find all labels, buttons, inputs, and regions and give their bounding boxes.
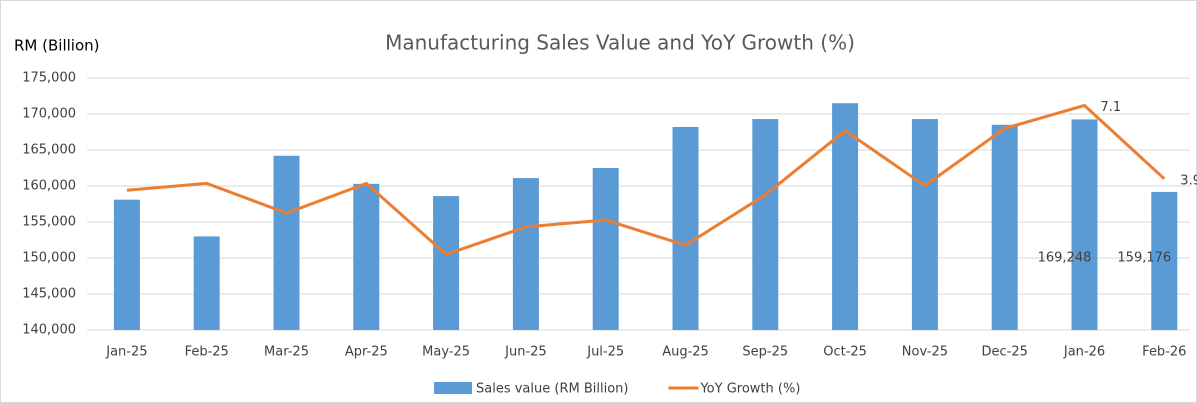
x-tick-label: Feb-26 bbox=[1142, 345, 1186, 360]
x-tick-label: May-25 bbox=[422, 345, 470, 360]
bar bbox=[113, 199, 140, 330]
bar bbox=[592, 168, 619, 330]
bar bbox=[273, 155, 300, 330]
y-tick-label: 145,000 bbox=[22, 287, 76, 302]
y-tick-label: 165,000 bbox=[22, 143, 76, 158]
x-tick-label: Aug-25 bbox=[662, 345, 709, 360]
bar bbox=[1151, 191, 1178, 330]
x-tick-label: Jun-25 bbox=[504, 345, 547, 360]
legend-label: Sales value (RM Billion) bbox=[476, 382, 628, 397]
x-tick-label: Sep-25 bbox=[742, 345, 788, 360]
y-tick-label: 140,000 bbox=[22, 323, 76, 338]
y-axis-label: RM (Billion) bbox=[14, 37, 99, 55]
bar bbox=[1071, 119, 1098, 330]
chart-title: Manufacturing Sales Value and YoY Growth… bbox=[385, 31, 855, 55]
x-tick-label: Apr-25 bbox=[345, 345, 388, 360]
bar bbox=[991, 124, 1018, 330]
data-label: 169,248 bbox=[1038, 251, 1092, 266]
y-tick-label: 170,000 bbox=[22, 107, 76, 122]
bar bbox=[512, 178, 539, 330]
bar bbox=[911, 119, 938, 330]
y-tick-label: 160,000 bbox=[22, 179, 76, 194]
data-label: 7.1 bbox=[1101, 100, 1122, 115]
bar bbox=[433, 196, 460, 330]
x-tick-label: Oct-25 bbox=[823, 345, 867, 360]
y-tick-label: 155,000 bbox=[22, 215, 76, 230]
line bbox=[126, 103, 1166, 256]
x-tick-label: Nov-25 bbox=[902, 345, 948, 360]
x-tick-label: Jan-26 bbox=[1063, 345, 1105, 360]
bar bbox=[832, 103, 859, 330]
bar bbox=[193, 236, 220, 330]
x-tick-label: Feb-25 bbox=[185, 345, 229, 360]
x-tick-label: Mar-25 bbox=[264, 345, 309, 360]
x-tick-label: Jan-25 bbox=[105, 345, 147, 360]
data-label: 3.9 bbox=[1180, 173, 1197, 188]
bar bbox=[672, 126, 699, 331]
y-tick-label: 150,000 bbox=[22, 251, 76, 266]
bar bbox=[752, 119, 779, 330]
bar bbox=[353, 183, 380, 330]
legend-swatch bbox=[434, 382, 472, 394]
y-tick-label: 175,000 bbox=[22, 71, 76, 86]
legend-label: YoY Growth (%) bbox=[699, 382, 800, 397]
data-label: 159,176 bbox=[1117, 251, 1171, 266]
x-tick-label: Jul-25 bbox=[586, 345, 624, 360]
x-tick-label: Dec-25 bbox=[982, 345, 1028, 360]
